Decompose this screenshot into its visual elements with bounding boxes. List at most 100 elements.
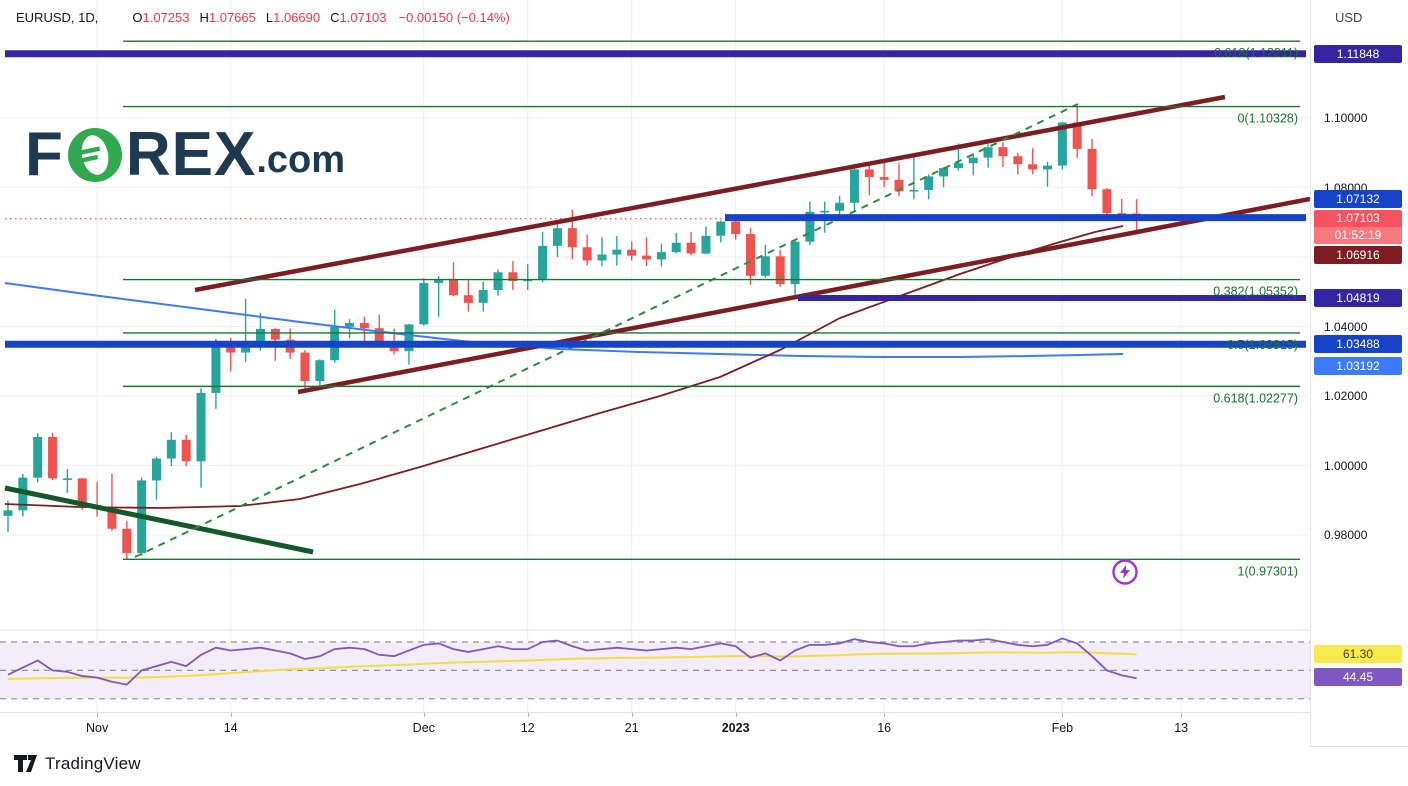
- time-axis-tick: [631, 713, 633, 717]
- candle-body: [567, 228, 577, 248]
- ma-red-value-badge[interactable]: 1.06916: [1314, 246, 1402, 264]
- candle-body: [894, 179, 904, 192]
- candle-body: [701, 235, 711, 254]
- candle-body: [820, 210, 830, 213]
- candle-body: [33, 437, 43, 478]
- downtrend-line[interactable]: [4, 485, 314, 555]
- time-axis-tick: [527, 713, 529, 717]
- candle-body: [731, 221, 741, 235]
- forex-o-logo-icon: [67, 128, 122, 182]
- candle-body: [998, 147, 1008, 157]
- time-axis-label: 16: [877, 721, 892, 735]
- candle-body: [656, 252, 666, 260]
- level-1-04819-badge[interactable]: 1.04819: [1314, 289, 1402, 307]
- level-1-11848-badge[interactable]: 1.11848: [1314, 45, 1402, 63]
- fib-level-label: 0.5(1.03815): [1227, 338, 1298, 352]
- time-axis-tick: [423, 713, 425, 717]
- candle-body: [493, 272, 503, 291]
- moving-average-blue[interactable]: [4, 282, 1124, 358]
- candle-body: [805, 211, 815, 242]
- candle-body: [300, 352, 310, 382]
- time-axis-label: Nov: [85, 721, 109, 735]
- candle-body: [196, 392, 206, 462]
- candle-body: [835, 202, 845, 211]
- rsi-purple-value-badge[interactable]: 44.45: [1314, 668, 1402, 686]
- watermark-letter-f: F: [25, 120, 64, 189]
- candle-body: [849, 169, 859, 203]
- candle-body: [419, 283, 429, 325]
- change-value: −0.00150 (−0.14%): [398, 10, 510, 25]
- candle-body: [1117, 213, 1127, 215]
- candle-body: [523, 279, 533, 282]
- level-1-07132-badge[interactable]: 1.07132: [1314, 190, 1402, 208]
- candle-body: [62, 478, 72, 480]
- candle-body: [760, 256, 770, 276]
- candle-body: [478, 290, 488, 303]
- candle-body: [597, 254, 607, 261]
- price-axis[interactable]: USD 1.10000 1.08000 1.04000 1.02000 1.00000 0…: [1310, 0, 1408, 746]
- candle-body: [1072, 122, 1082, 149]
- lightning-bolt-glyph: [1120, 565, 1130, 579]
- uptrend-dashed-line[interactable]: [134, 103, 1079, 558]
- candle-body: [582, 247, 592, 261]
- time-axis-tick: [97, 713, 99, 717]
- candle-body: [389, 345, 399, 352]
- time-axis[interactable]: Nov 14 Dec 12 21 2023 16 Feb 13: [0, 712, 1310, 747]
- tradingview-logo-icon: [14, 755, 37, 772]
- open-value: 1.07253: [142, 10, 190, 25]
- tradingview-attribution[interactable]: TradingView: [14, 754, 141, 774]
- fib-level-label: 0(1.10328): [1238, 112, 1298, 126]
- rsi-yellow-value-badge[interactable]: 61.30: [1314, 645, 1402, 663]
- candle-body: [1057, 122, 1067, 166]
- candle-body: [211, 343, 221, 393]
- candle-body: [775, 256, 785, 285]
- candle-body: [686, 242, 696, 254]
- time-axis-tick: [1062, 713, 1064, 717]
- time-axis-tick: [735, 713, 737, 717]
- candle-body: [404, 324, 414, 352]
- candle-body: [1087, 148, 1097, 190]
- candle-body: [627, 249, 637, 256]
- candle-body: [241, 343, 251, 353]
- time-axis-label: Feb: [1051, 721, 1074, 735]
- time-axis-label: 21: [624, 721, 639, 735]
- candle-body: [983, 147, 993, 158]
- forex-com-watermark: F REX .com: [25, 124, 345, 186]
- time-axis-label: Dec: [412, 721, 435, 735]
- candle-body: [166, 439, 176, 459]
- candle-body: [181, 439, 191, 462]
- time-axis-tick: [884, 713, 886, 717]
- tradingview-brand-text: TradingView: [45, 754, 141, 773]
- fib-level-label: 0.618(1.02277): [1213, 391, 1298, 405]
- ma-blue-value-badge[interactable]: 1.03192: [1314, 357, 1402, 375]
- channel-upper-line[interactable]: [194, 94, 1226, 293]
- candle-body: [508, 272, 518, 281]
- candle-body: [449, 279, 458, 296]
- watermark-dot-com: .com: [256, 139, 346, 181]
- fib-level-label: 1(0.97301): [1238, 564, 1298, 578]
- candle-body: [1028, 164, 1038, 170]
- candle-body: [463, 295, 473, 303]
- price-axis-label: 1.02000: [1324, 389, 1368, 403]
- candle-body: [107, 508, 117, 529]
- level-1-03488-badge[interactable]: 1.03488: [1314, 335, 1402, 353]
- candle-body: [270, 328, 280, 340]
- candle-body: [48, 437, 58, 479]
- candle-body: [122, 528, 132, 554]
- candle-body: [345, 323, 355, 327]
- fib-level-label: 0.382(1.05352): [1213, 285, 1298, 299]
- rsi-smoothing-line[interactable]: [7, 651, 1137, 680]
- price-chart-canvas[interactable]: 0.618(1.12211) 0(1.10328) 0.382(1.05352) 0.…: [0, 0, 1310, 746]
- candle-body: [77, 478, 87, 506]
- price-axis-label: 1.00000: [1324, 458, 1368, 473]
- rsi-line[interactable]: [7, 637, 1137, 686]
- time-axis-label: 12: [520, 721, 535, 735]
- candle-body: [552, 228, 562, 246]
- price-axis-label: 0.98000: [1324, 528, 1368, 542]
- candle-body: [716, 221, 726, 236]
- candle-body: [924, 176, 934, 190]
- current-price-badge[interactable]: 1.07103 01:52:19: [1314, 210, 1402, 244]
- time-axis-tick: [230, 713, 232, 717]
- candle-body: [879, 177, 889, 180]
